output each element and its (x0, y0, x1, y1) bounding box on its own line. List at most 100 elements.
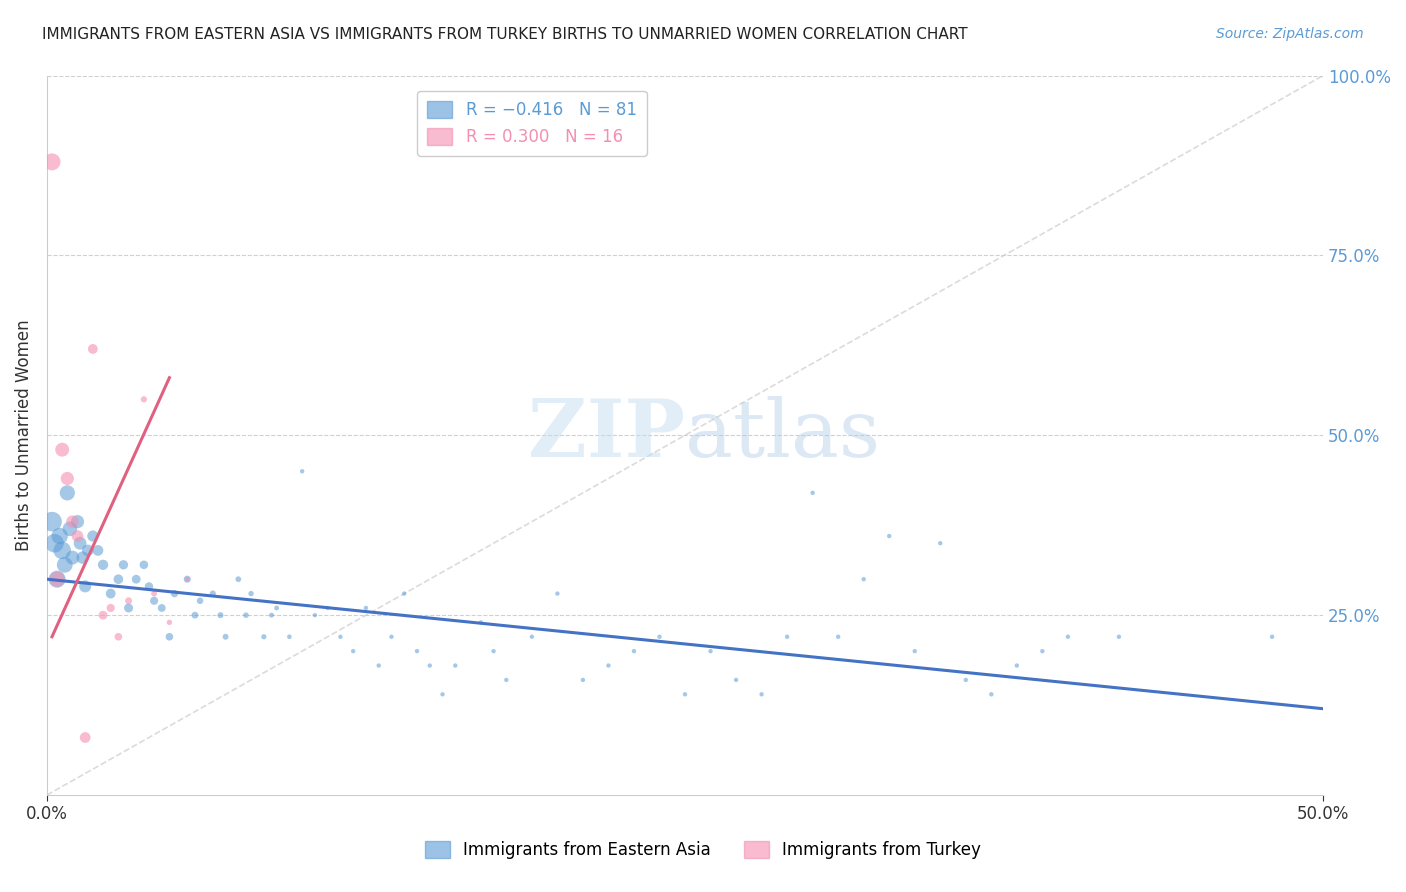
Point (904, 644, 927, 658)
Point (62, 515, 84, 529)
Legend: Immigrants from Eastern Asia, Immigrants from Turkey: Immigrants from Eastern Asia, Immigrants… (418, 834, 988, 866)
Point (444, 658, 467, 673)
Point (406, 644, 429, 658)
Point (82, 529, 104, 543)
Point (125, 572, 148, 586)
Point (673, 687, 696, 701)
Point (304, 608, 326, 623)
Point (44, 536, 66, 550)
Point (132, 558, 155, 572)
Point (1261, 630, 1284, 644)
Point (699, 644, 721, 658)
Point (367, 658, 389, 673)
Point (235, 608, 257, 623)
Point (495, 673, 517, 687)
Point (48, 529, 70, 543)
Text: Source: ZipAtlas.com: Source: ZipAtlas.com (1216, 27, 1364, 41)
Point (91, 558, 114, 572)
Point (929, 536, 952, 550)
Point (980, 687, 1002, 701)
Point (751, 687, 773, 701)
Point (53, 558, 76, 572)
Point (648, 630, 671, 644)
Point (117, 601, 139, 615)
Point (59, 522, 82, 536)
Point (1031, 644, 1053, 658)
Point (188, 594, 211, 608)
Point (112, 558, 135, 572)
Point (91, 608, 114, 623)
Point (184, 608, 207, 623)
Point (157, 630, 180, 644)
Point (623, 644, 645, 658)
Point (955, 673, 977, 687)
Point (1005, 658, 1028, 673)
Point (253, 630, 276, 644)
Point (316, 601, 339, 615)
Point (342, 644, 364, 658)
Point (100, 586, 122, 600)
Point (278, 630, 301, 644)
Point (41, 154, 63, 169)
Point (143, 594, 166, 608)
Point (201, 586, 224, 600)
Point (143, 586, 166, 600)
Point (176, 572, 198, 586)
Point (725, 673, 748, 687)
Point (138, 579, 160, 593)
Point (520, 630, 543, 644)
Point (56, 471, 79, 485)
Legend: R = −0.416   N = 81, R = 0.300   N = 16: R = −0.416 N = 81, R = 0.300 N = 16 (418, 91, 647, 156)
Point (117, 594, 139, 608)
Point (598, 658, 620, 673)
Point (82, 342, 104, 356)
Point (419, 658, 441, 673)
Point (482, 644, 505, 658)
Point (432, 687, 454, 701)
Point (260, 608, 283, 623)
Point (51, 543, 73, 558)
Point (100, 601, 122, 615)
Point (41, 515, 63, 529)
Point (1108, 630, 1130, 644)
Point (801, 486, 824, 500)
Point (46, 572, 69, 586)
Point (214, 630, 236, 644)
Point (66, 529, 89, 543)
Point (1057, 630, 1080, 644)
Point (75, 579, 97, 593)
Point (75, 731, 97, 745)
Text: ZIP: ZIP (529, 396, 685, 475)
Text: atlas: atlas (685, 396, 880, 475)
Point (209, 608, 232, 623)
Point (291, 464, 314, 478)
Point (329, 630, 352, 644)
Point (546, 586, 568, 600)
Point (46, 572, 69, 586)
Point (107, 572, 129, 586)
Text: IMMIGRANTS FROM EASTERN ASIA VS IMMIGRANTS FROM TURKEY BIRTHS TO UNMARRIED WOMEN: IMMIGRANTS FROM EASTERN ASIA VS IMMIGRAN… (42, 27, 967, 42)
Point (66, 515, 89, 529)
Point (72, 550, 94, 565)
Point (572, 673, 595, 687)
Point (776, 630, 799, 644)
Y-axis label: Births to Unmarried Women: Births to Unmarried Women (15, 319, 32, 551)
Point (150, 601, 173, 615)
Point (354, 601, 377, 615)
Point (827, 630, 849, 644)
Point (176, 572, 198, 586)
Point (69, 536, 91, 550)
Point (132, 392, 155, 407)
Point (157, 615, 180, 630)
Point (76, 543, 98, 558)
Point (62, 550, 84, 565)
Point (87, 543, 110, 558)
Point (240, 586, 263, 600)
Point (163, 586, 186, 600)
Point (107, 630, 129, 644)
Point (51, 442, 73, 457)
Point (228, 572, 250, 586)
Point (266, 601, 288, 615)
Point (56, 486, 79, 500)
Point (394, 586, 416, 600)
